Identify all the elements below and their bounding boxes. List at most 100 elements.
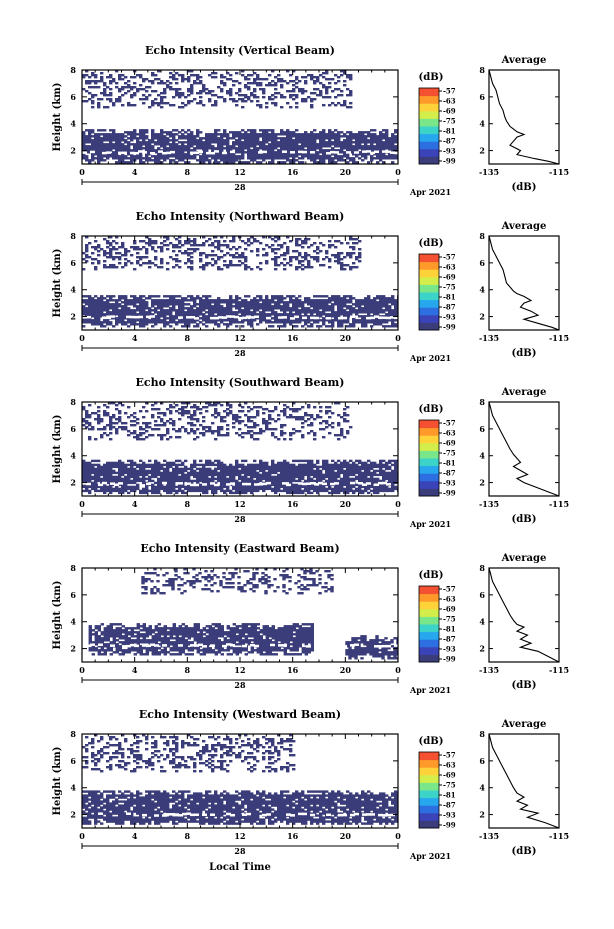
echo-cell — [340, 301, 344, 304]
echo-cell — [196, 76, 200, 79]
echo-cell — [85, 489, 89, 493]
echo-cell — [340, 325, 344, 328]
echo-cell — [139, 311, 143, 314]
echo-cell — [343, 303, 347, 306]
echo-cell — [226, 489, 230, 493]
echo-cell — [85, 311, 89, 314]
echo-cell — [88, 133, 92, 136]
echo-cell — [229, 145, 233, 148]
echo-cell — [130, 461, 134, 465]
echo-cell — [280, 133, 284, 136]
echo-cell — [133, 246, 137, 249]
echo-cell — [286, 485, 290, 489]
echo-cell — [313, 153, 317, 156]
echo-cell — [319, 303, 323, 306]
echo-cell — [211, 461, 215, 465]
echo-cell — [124, 161, 128, 164]
echo-cell — [259, 299, 263, 302]
echo-cell — [319, 92, 323, 95]
echo-cell — [187, 88, 191, 91]
echo-cell — [286, 321, 290, 324]
echo-cell — [331, 78, 335, 81]
echo-cell — [103, 149, 107, 152]
echo-cell — [82, 483, 86, 487]
echo-cell — [214, 76, 218, 79]
echo-cell — [364, 299, 368, 302]
echo-cell — [262, 313, 266, 316]
echo-cell — [142, 129, 146, 132]
echo-cell — [385, 305, 389, 308]
echo-cell — [190, 266, 194, 269]
echo-cell — [115, 141, 119, 144]
echo-cell — [250, 465, 254, 469]
echo-cell — [259, 477, 263, 481]
echo-cell — [184, 297, 188, 300]
echo-cell — [259, 161, 263, 164]
echo-cell — [346, 315, 350, 318]
echo-cell — [343, 155, 347, 158]
echo-cell — [106, 477, 110, 481]
echo-cell — [250, 94, 254, 97]
echo-cell — [295, 307, 299, 310]
echo-cell — [112, 489, 116, 493]
echo-cell — [253, 303, 257, 306]
echo-cell — [85, 295, 89, 298]
echo-cell — [160, 463, 164, 467]
echo-cell — [316, 78, 320, 81]
echo-cell — [88, 135, 92, 138]
echo-cell — [223, 254, 227, 257]
echo-cell — [121, 317, 125, 320]
echo-cell — [322, 143, 326, 146]
echo-cell — [109, 313, 113, 316]
echo-cell — [151, 135, 155, 138]
echo-cell — [100, 301, 104, 304]
echo-cell — [247, 141, 251, 144]
echo-cell — [175, 72, 179, 75]
echo-cell — [166, 309, 170, 312]
echo-cell — [253, 319, 257, 322]
echo-cell — [121, 311, 125, 314]
echo-cell — [289, 260, 293, 263]
echo-cell — [229, 159, 233, 162]
echo-cell — [115, 248, 119, 251]
echo-cell — [271, 159, 275, 162]
echo-cell — [109, 155, 113, 158]
echo-cell — [103, 90, 107, 93]
echo-cell — [127, 90, 131, 93]
echo-cell — [160, 299, 164, 302]
echo-cell — [175, 145, 179, 148]
echo-cell — [265, 139, 269, 142]
echo-cell — [121, 78, 125, 81]
echo-cell — [382, 133, 386, 136]
echo-cell — [91, 297, 95, 300]
echo-cell — [289, 471, 293, 475]
echo-cell — [391, 145, 395, 148]
echo-cell — [265, 254, 269, 257]
echo-cell — [154, 78, 158, 81]
echo-cell — [307, 303, 311, 306]
echo-cell — [343, 313, 347, 316]
echo-cell — [280, 467, 284, 471]
echo-cell — [313, 139, 317, 142]
echo-cell — [106, 311, 110, 314]
echo-cell — [151, 248, 155, 251]
echo-cell — [364, 317, 368, 320]
echo-cell — [280, 299, 284, 302]
echo-cell — [340, 70, 344, 73]
echo-cell — [196, 131, 200, 134]
echo-cell — [91, 311, 95, 314]
echo-cell — [172, 74, 176, 77]
echo-cell — [91, 246, 95, 249]
echo-cell — [100, 151, 104, 154]
echo-cell — [208, 317, 212, 320]
echo-cell — [124, 303, 128, 306]
echo-cell — [316, 153, 320, 156]
echo-cell — [244, 264, 248, 267]
echo-cell — [175, 491, 179, 495]
echo-cell — [271, 483, 275, 487]
echo-cell — [358, 315, 362, 318]
echo-cell — [85, 469, 89, 473]
echo-cell — [85, 321, 89, 324]
echo-cell — [301, 307, 305, 310]
echo-cell — [217, 465, 221, 469]
